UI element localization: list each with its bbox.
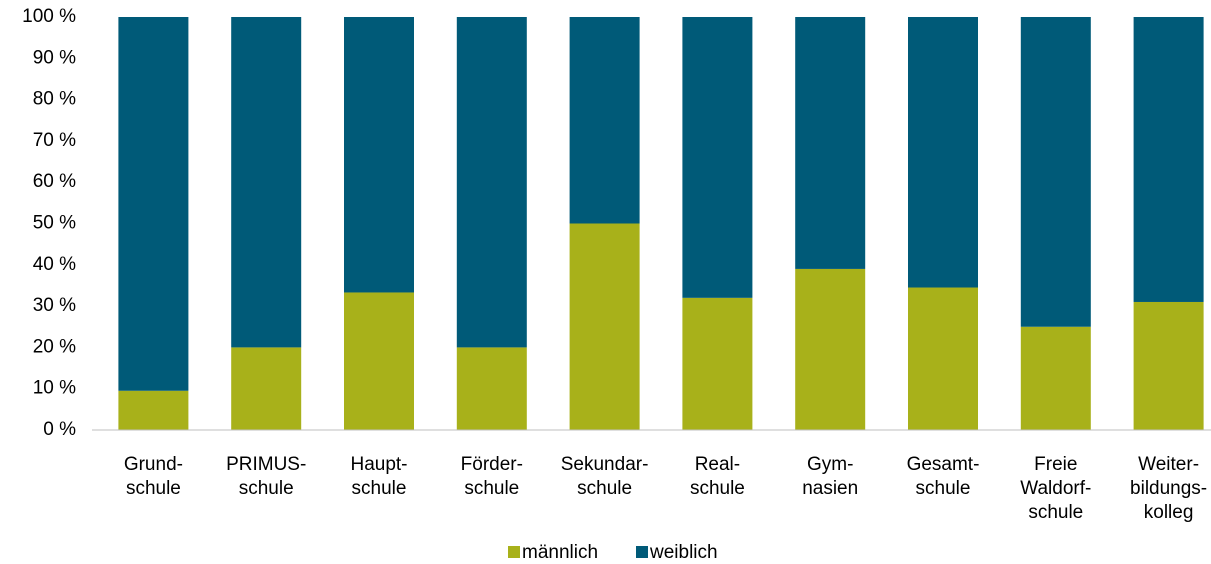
bar-segment [569,223,640,430]
bar-segment [908,17,978,288]
bar-segment [569,17,640,224]
bar-segment [344,292,414,430]
y-tick-label: 90 % [33,47,76,68]
bar-segment [231,347,302,430]
x-tick-label: Förder- [461,454,523,475]
x-tick-label: Real- [695,454,740,475]
y-tick-label: 60 % [33,171,76,192]
x-tick-label: Gym- [807,454,853,475]
bar-segment [231,17,302,348]
y-tick-label: 70 % [33,130,76,151]
bar-segment [1133,301,1204,430]
y-tick-label: 20 % [33,336,76,357]
bar-segment [682,17,753,298]
bar-segment [1020,326,1091,430]
legend-label: männlich [522,542,598,563]
x-tick-label: Freie [1034,454,1077,475]
bar-segment [908,287,978,430]
legend-label: weiblich [649,542,718,563]
y-tick-label: 50 % [33,213,76,234]
x-tick-label: nasien [802,478,858,499]
x-tick-label: Haupt- [350,454,407,475]
legend-swatch [508,546,520,558]
bar-segment [456,347,527,430]
x-tick-label: schule [464,478,519,499]
bar-segment [682,297,753,430]
x-tick-label: Gesamt- [907,454,980,475]
x-tick-label: schule [690,478,745,499]
x-tick-label: schule [577,478,632,499]
legend-swatch [636,546,648,558]
y-tick-label: 30 % [33,295,76,316]
x-tick-label: schule [126,478,181,499]
y-tick-label: 0 % [43,419,76,440]
bar-segment [1020,17,1091,327]
x-tick-label: Waldorf- [1020,478,1091,499]
x-tick-label: schule [916,478,971,499]
bar-segment [1133,17,1204,302]
y-tick-label: 40 % [33,254,76,275]
x-tick-label: kolleg [1144,502,1194,523]
x-tick-label: PRIMUS- [226,454,306,475]
x-tick-label: bildungs- [1130,478,1207,499]
x-tick-label: Grund- [124,454,183,475]
y-tick-label: 10 % [33,378,76,399]
x-tick-label: schule [1028,502,1083,523]
bar-segment [795,17,866,269]
x-tick-label: schule [239,478,294,499]
bar-segment [456,17,527,348]
bar-segment [795,268,866,430]
bar-segment [344,17,414,293]
bar-segment [118,390,189,430]
x-tick-label: Sekundar- [561,454,649,475]
bar-segment [118,17,189,391]
y-tick-label: 80 % [33,89,76,110]
x-tick-label: Weiter- [1138,454,1199,475]
y-tick-label: 100 % [22,6,76,27]
x-tick-label: schule [352,478,407,499]
